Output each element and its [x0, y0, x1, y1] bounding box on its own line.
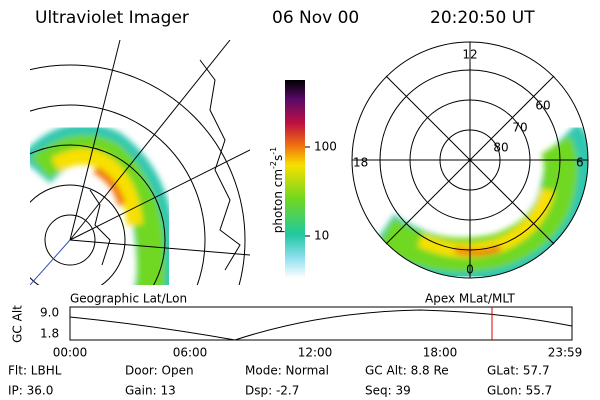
- altitude-plot: [69, 306, 573, 341]
- exp: -1: [269, 147, 278, 155]
- x-tick-label: 18:00: [423, 346, 458, 360]
- x-tick-label: 12:00: [298, 346, 333, 360]
- unit: photon cm: [271, 169, 285, 233]
- info-field: IP: 36.0: [8, 384, 53, 398]
- exp: -2: [269, 161, 278, 169]
- colorbar-tick: 100: [314, 140, 337, 154]
- altitude-curve: [69, 309, 573, 341]
- mlt-image: [366, 122, 588, 278]
- mlt-label: 12: [462, 48, 477, 62]
- mlat-label: 70: [512, 121, 527, 135]
- mlat-label: 60: [535, 99, 550, 113]
- time: 20:20:50 UT: [430, 8, 535, 28]
- colorbar-label: photon cm-2s-1: [269, 147, 285, 234]
- info-field: GLon: 55.7: [487, 384, 552, 398]
- info-field: Gain: 13: [125, 384, 176, 398]
- x-tick-label: 00:00: [53, 346, 88, 360]
- mlat-label: 80: [493, 141, 508, 155]
- unit: s: [271, 155, 285, 161]
- info-field: GLat: 57.7: [487, 364, 550, 378]
- mlt-label: 18: [353, 156, 368, 170]
- geo-image: [30, 40, 250, 285]
- title: Ultraviolet Imager: [35, 8, 189, 28]
- info-field: Seq: 39: [365, 384, 411, 398]
- info-field: Mode: Normal: [245, 364, 329, 378]
- info-field: GC Alt: 8.8 Re: [365, 364, 449, 378]
- panel-label: Apex MLat/MLT: [425, 292, 515, 306]
- y-label: GC Alt: [11, 305, 25, 343]
- y-tick-label: 1.8: [40, 327, 59, 341]
- info-field: Door: Open: [125, 364, 194, 378]
- x-tick-label: 06:00: [173, 346, 208, 360]
- date: 06 Nov 00: [272, 8, 359, 28]
- info-field: Flt: LBHL: [8, 364, 62, 378]
- info-field: Dsp: -2.7: [245, 384, 299, 398]
- colorbar: [285, 80, 305, 278]
- y-tick-label: 9.0: [40, 306, 59, 320]
- panel-label: Geographic Lat/Lon: [70, 292, 187, 306]
- x-tick-label: 23:59: [548, 346, 583, 360]
- mlt-label: 6: [576, 156, 584, 170]
- mlt-label: 0: [466, 263, 474, 277]
- colorbar-tick: 10: [314, 229, 329, 243]
